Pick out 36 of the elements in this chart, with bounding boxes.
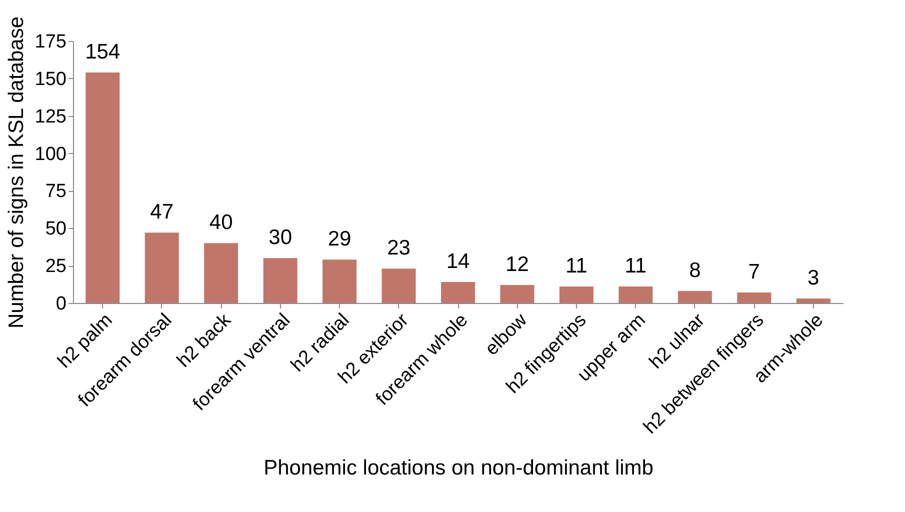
data-label: 23	[387, 236, 410, 260]
data-label: 14	[446, 250, 470, 274]
bar	[618, 286, 653, 303]
bar	[500, 285, 534, 303]
data-label: 11	[566, 254, 588, 278]
y-tick-label: 125	[34, 106, 66, 128]
bar	[322, 260, 357, 303]
bar	[678, 291, 712, 303]
y-tick-label: 150	[34, 68, 66, 90]
y-tick-label: 50	[45, 218, 66, 240]
data-label: 3	[808, 266, 820, 290]
data-label: 8	[689, 259, 701, 282]
bar	[559, 286, 594, 303]
data-label: 154	[85, 40, 120, 64]
y-tick-label: 100	[34, 144, 66, 165]
bar	[144, 232, 179, 303]
bar	[441, 282, 475, 303]
bar	[204, 243, 238, 303]
y-tick-label: 0	[56, 294, 66, 314]
y-tick-label: 75	[45, 181, 66, 202]
bar	[263, 258, 298, 303]
data-label: 47	[150, 200, 174, 224]
data-label: 40	[209, 211, 233, 234]
data-label: 30	[268, 226, 292, 250]
bar	[737, 292, 772, 303]
y-tick-label: 175	[34, 32, 66, 52]
data-label: 29	[328, 228, 352, 251]
bar	[86, 72, 120, 303]
x-axis-title: Phonemic locations on non-dominant limb	[264, 456, 654, 480]
y-tick-label: 25	[45, 256, 66, 278]
bar	[796, 298, 830, 303]
bar	[382, 268, 416, 303]
data-label: 11	[624, 254, 647, 278]
data-label: 12	[506, 253, 529, 276]
data-label: 7	[748, 260, 760, 284]
y-axis-title: Number of signs in KSL database	[4, 16, 28, 329]
